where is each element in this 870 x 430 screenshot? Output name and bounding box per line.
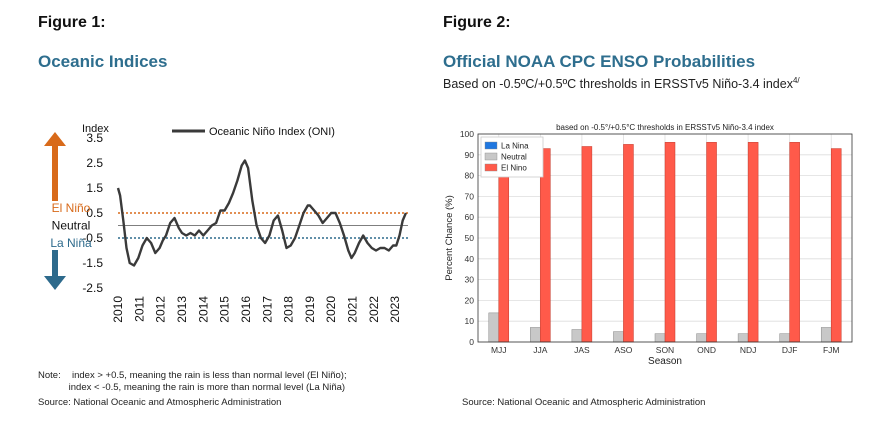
y-tick-label: 100 <box>460 129 474 139</box>
y-tick-label: 2.5 <box>86 156 103 170</box>
x-tick-label: NDJ <box>740 345 757 355</box>
bar-neutral <box>737 333 749 343</box>
y-tick-label: 3.5 <box>86 131 103 145</box>
bar-el-nino <box>664 142 676 343</box>
x-tick-label: SON <box>656 345 674 355</box>
bar-el-nino <box>789 142 800 343</box>
x-tick-label: 2016 <box>239 296 253 323</box>
x-tick-label: OND <box>697 345 716 355</box>
x-tick-label: 2011 <box>132 296 146 322</box>
x-tick-label: FJM <box>823 345 840 355</box>
bar-neutral <box>613 331 624 343</box>
x-axis-label: Season <box>648 356 682 367</box>
bar-neutral <box>530 327 541 343</box>
figure2-source: Source: National Oceanic and Atmospheric… <box>462 397 706 408</box>
legend-swatch <box>484 163 498 172</box>
y-tick-label: 20 <box>465 295 475 305</box>
x-tick-label: JJA <box>533 345 548 355</box>
el-nino-arrow-shaft <box>52 144 58 201</box>
y-axis-label: Percent Chance (%) <box>444 195 455 281</box>
plot-frame <box>477 133 853 343</box>
y-tick-label: 0.5 <box>86 206 103 220</box>
y-tick-label: 40 <box>465 254 475 264</box>
figure2-title: Official NOAA CPC ENSO Probabilities <box>443 52 756 71</box>
figure2-subtitle-text: Based on -0.5ºC/+0.5ºC thresholds in ERS… <box>443 77 793 92</box>
x-tick-label: 2010 <box>111 296 125 323</box>
bar-el-nino <box>498 162 510 343</box>
y-tick-label: 0 <box>469 337 474 347</box>
y-tick-label: 10 <box>465 316 475 326</box>
bar-neutral <box>488 312 500 343</box>
y-tick-label: 50 <box>465 233 475 243</box>
x-tick-label: DJF <box>782 345 798 355</box>
y-tick-label: 90 <box>465 150 475 160</box>
y-tick-label: -0.5 <box>82 231 103 245</box>
legend-label: El Nino <box>501 164 527 173</box>
figure2-subtitle-footnote: 4/ <box>792 76 800 85</box>
x-tick-label: ASO <box>614 345 632 355</box>
bar-neutral <box>696 333 707 343</box>
el-nino-annotation: El Niño <box>52 201 91 215</box>
x-tick-label: 2021 <box>346 296 360 323</box>
note-prefix: Note: <box>38 370 61 381</box>
el-nino-arrow-head <box>44 132 66 146</box>
y-tick-label: 30 <box>465 275 475 285</box>
figure1-label: Figure 1: <box>38 14 106 31</box>
bar-el-nino <box>830 148 842 343</box>
y-tick-label: -2.5 <box>82 281 103 295</box>
x-tick-label: 2022 <box>367 296 381 323</box>
x-tick-label: 2012 <box>154 296 168 323</box>
note-line-1: index > +0.5, meaning the rain is less t… <box>72 370 347 381</box>
x-tick-label: 2014 <box>196 296 210 323</box>
figure1-note: Note: index > +0.5, meaning the rain is … <box>38 370 347 394</box>
x-tick-label: 2013 <box>175 296 189 323</box>
y-tick-label: 80 <box>465 171 475 181</box>
oni-line-chart: 3.5 2.5 1.5 0.5 -0.5 -1.5 -2.5 Index 2010 2011 201… <box>44 123 408 323</box>
y-tick-label: 1.5 <box>86 181 103 195</box>
la-nina-arrow-head <box>44 276 66 290</box>
bar-el-nino <box>747 142 759 343</box>
bar-el-nino <box>706 142 717 343</box>
legend-swatch <box>484 152 498 161</box>
enso-probability-bar-chart: based on -0.5°/+0.5°C thresholds in ERSS… <box>444 123 853 367</box>
x-tick-label: 2015 <box>218 296 232 323</box>
legend-label: Neutral <box>501 153 527 162</box>
figure1-title: Oceanic Indices <box>38 52 168 71</box>
x-tick-label: 2023 <box>388 296 402 323</box>
x-tick-label: 2019 <box>303 296 317 323</box>
la-nina-arrow-shaft <box>52 250 58 278</box>
figure1-source: Source: National Oceanic and Atmospheric… <box>38 397 282 408</box>
figure2-subtitle: Based on -0.5ºC/+0.5ºC thresholds in ERS… <box>443 76 800 91</box>
bar-neutral <box>654 333 666 343</box>
la-nina-annotation: La Niña <box>50 236 92 250</box>
bar-neutral <box>820 327 832 343</box>
y-tick-label: 70 <box>465 191 475 201</box>
note-line-2: index < -0.5, meaning the rain is more t… <box>68 382 346 393</box>
neutral-annotation: Neutral <box>52 219 91 233</box>
x-tick-label: JAS <box>574 345 590 355</box>
legend-label: La Nina <box>501 142 529 151</box>
figure2-label: Figure 2: <box>443 14 511 31</box>
y-tick-label: 60 <box>465 212 475 222</box>
x-tick-label: 2017 <box>260 296 274 323</box>
bar-el-nino <box>623 144 634 343</box>
bar-neutral <box>779 333 790 343</box>
bar-neutral <box>571 329 583 343</box>
x-tick-label: 2020 <box>324 296 338 323</box>
chart-title: based on -0.5°/+0.5°C thresholds in ERSS… <box>556 123 774 132</box>
legend-swatch <box>484 141 498 150</box>
bar-el-nino <box>581 146 593 343</box>
legend-label-oni: Oceanic Niño Index (ONI) <box>209 126 335 138</box>
oni-series-line <box>116 159 408 267</box>
y-axis-label: Index <box>82 123 109 135</box>
x-tick-label: 2018 <box>282 296 296 323</box>
bar-el-nino <box>540 148 551 343</box>
x-tick-label: MJJ <box>491 345 507 355</box>
y-tick-label: -1.5 <box>82 256 103 270</box>
